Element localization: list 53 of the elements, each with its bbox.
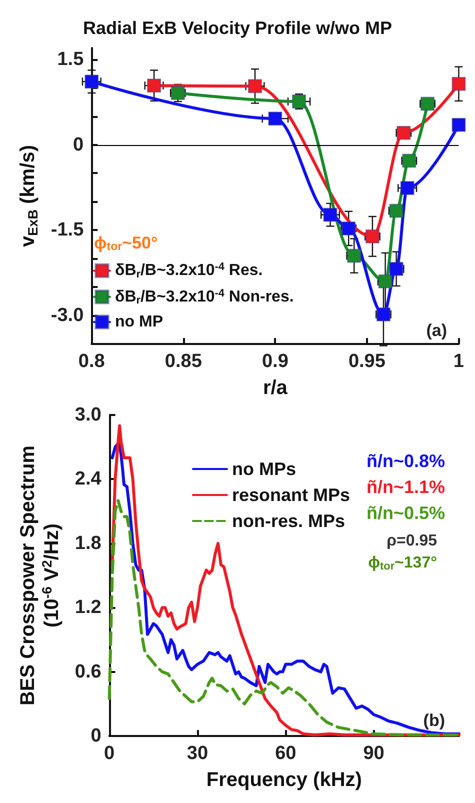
x-tick-label: 0.85 — [164, 351, 202, 372]
point — [420, 96, 435, 111]
point — [347, 248, 362, 263]
y-tick-label: 2.4 — [74, 468, 102, 490]
legend-label: non-res. MPs — [232, 511, 346, 531]
x-tick-label: 90 — [363, 743, 384, 764]
point — [268, 112, 282, 126]
legend-label: no MPs — [232, 459, 296, 479]
y-tick-label: 0 — [73, 134, 84, 156]
y-axis-title: vExB (km/s) — [17, 144, 40, 248]
annotation: (b) — [423, 711, 446, 730]
annotation: ϕtor~50° — [94, 234, 158, 253]
x-tick-label: 0.95 — [348, 351, 386, 372]
annotation: ñ/n~0.5% — [366, 503, 445, 523]
y-tick-label: 1.5 — [57, 48, 84, 70]
point — [342, 221, 356, 236]
point — [389, 262, 404, 276]
chart-title: Radial ExB Velocity Profile w/wo MP — [82, 18, 392, 38]
point — [84, 74, 99, 89]
annotation: ñ/n~0.8% — [366, 451, 445, 471]
y-tick-label: 0 — [90, 726, 102, 746]
x-axis-title: Frequency (kHz) — [206, 769, 362, 791]
x-axis-title: r/a — [262, 377, 288, 399]
y-tick-label: 1.8 — [74, 532, 102, 554]
x-tick-label: 30 — [186, 743, 208, 764]
x-tick-label: 60 — [275, 743, 296, 764]
point — [389, 204, 404, 218]
point — [400, 181, 414, 196]
point — [170, 86, 185, 100]
y-tick-label: -3.0 — [50, 305, 84, 326]
point — [147, 78, 162, 93]
annotation: ρ=0.95 — [386, 532, 438, 550]
y-tick-label: -1.5 — [50, 220, 84, 241]
point — [452, 76, 466, 91]
point — [402, 154, 416, 168]
x-tick-label: 1 — [453, 351, 464, 372]
x-tick-label: 0 — [104, 743, 115, 764]
y-tick-label: 0.6 — [74, 661, 102, 682]
x-tick-label: 0.8 — [78, 351, 105, 372]
annotation: (a) — [426, 321, 448, 340]
x-tick-label: 0.9 — [262, 351, 288, 372]
point — [248, 79, 262, 94]
legend-label: resonant MPs — [232, 485, 350, 505]
y-tick-label: 3.0 — [74, 404, 102, 426]
point — [452, 118, 466, 132]
point — [323, 208, 338, 222]
y-tick-label: 1.2 — [74, 597, 102, 618]
legend-label: no MP — [115, 314, 164, 330]
point — [396, 126, 411, 140]
point — [365, 229, 380, 244]
point — [376, 307, 390, 322]
point — [292, 94, 306, 109]
annotation: ñ/n~1.1% — [366, 477, 445, 497]
